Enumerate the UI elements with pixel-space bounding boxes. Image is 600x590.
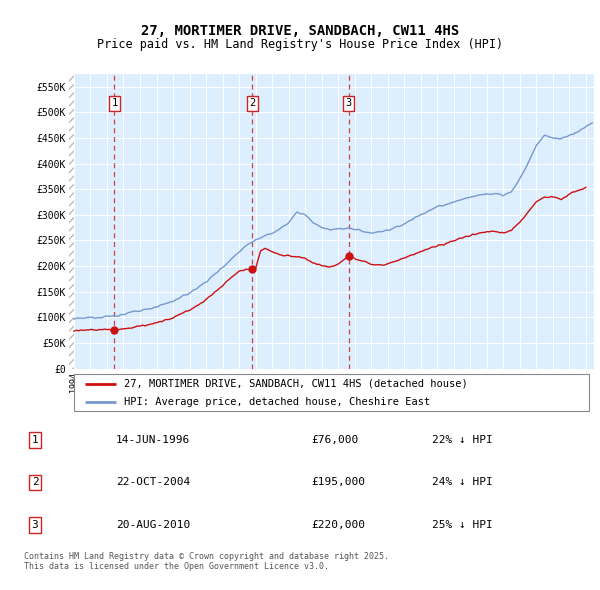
Text: 25% ↓ HPI: 25% ↓ HPI [433, 520, 493, 530]
Text: 22% ↓ HPI: 22% ↓ HPI [433, 435, 493, 445]
Text: 22-OCT-2004: 22-OCT-2004 [116, 477, 190, 487]
Text: £220,000: £220,000 [311, 520, 365, 530]
Text: 3: 3 [346, 99, 352, 108]
Text: 27, MORTIMER DRIVE, SANDBACH, CW11 4HS: 27, MORTIMER DRIVE, SANDBACH, CW11 4HS [141, 24, 459, 38]
Text: 2: 2 [32, 477, 38, 487]
Text: Contains HM Land Registry data © Crown copyright and database right 2025.
This d: Contains HM Land Registry data © Crown c… [23, 552, 389, 571]
Text: £195,000: £195,000 [311, 477, 365, 487]
Text: £76,000: £76,000 [311, 435, 359, 445]
FancyBboxPatch shape [74, 375, 589, 411]
Text: Price paid vs. HM Land Registry's House Price Index (HPI): Price paid vs. HM Land Registry's House … [97, 38, 503, 51]
Text: 24% ↓ HPI: 24% ↓ HPI [433, 477, 493, 487]
Text: 14-JUN-1996: 14-JUN-1996 [116, 435, 190, 445]
Text: HPI: Average price, detached house, Cheshire East: HPI: Average price, detached house, Ches… [124, 397, 430, 407]
Text: 2: 2 [249, 99, 256, 108]
Text: 3: 3 [32, 520, 38, 530]
Text: 1: 1 [111, 99, 118, 108]
Bar [69, 74, 74, 369]
Text: 20-AUG-2010: 20-AUG-2010 [116, 520, 190, 530]
Text: 27, MORTIMER DRIVE, SANDBACH, CW11 4HS (detached house): 27, MORTIMER DRIVE, SANDBACH, CW11 4HS (… [124, 379, 468, 389]
Text: 1: 1 [32, 435, 38, 445]
